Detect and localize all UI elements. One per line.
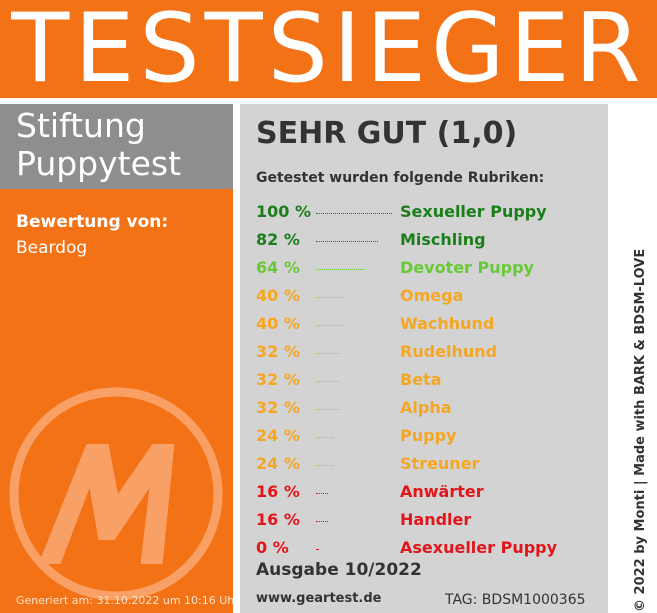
category-row: 0 % Asexueller Puppy — [256, 534, 606, 562]
website-link[interactable]: www.geartest.de — [256, 591, 382, 606]
category-percent: 0 % — [256, 538, 289, 557]
category-percent: 32 % — [256, 342, 300, 361]
category-row: 82 % Mischling — [256, 226, 606, 254]
category-percent: 100 % — [256, 202, 311, 221]
category-dotted-bar — [316, 549, 318, 550]
category-percent: 24 % — [256, 454, 300, 473]
category-dotted-bar — [316, 409, 340, 410]
categories-intro: Getestet wurden folgende Rubriken: — [256, 170, 545, 186]
category-dotted-bar — [316, 241, 378, 242]
testsieger-banner: TESTSIEGER — [0, 0, 657, 104]
left-column: Stiftung Puppytest Bewertung von: Beardo… — [0, 104, 233, 613]
category-row: 24 % Puppy — [256, 422, 606, 450]
category-name: Handler — [400, 510, 472, 529]
category-name: Anwärter — [400, 482, 484, 501]
rating-value: Beardog — [16, 238, 88, 258]
category-percent: 32 % — [256, 398, 300, 417]
category-dotted-bar — [316, 465, 334, 466]
category-name: Devoter Puppy — [400, 258, 534, 277]
category-percent: 40 % — [256, 286, 300, 305]
category-name: Asexueller Puppy — [400, 538, 558, 557]
category-row: 64 % Devoter Puppy — [256, 254, 606, 282]
category-row: 32 % Beta — [256, 366, 606, 394]
category-percent: 16 % — [256, 482, 300, 501]
category-list: 100 % Sexueller Puppy 82 % Mischling 64 % Dev… — [256, 198, 606, 562]
category-percent: 64 % — [256, 258, 300, 277]
category-row: 16 % Anwärter — [256, 478, 606, 506]
generated-timestamp: Generiert am: 31.10.2022 um 10:16 Uhr — [16, 594, 233, 607]
category-name: Streuner — [400, 454, 480, 473]
category-dotted-bar — [316, 437, 334, 438]
category-name: Omega — [400, 286, 464, 305]
category-name: Alpha — [400, 398, 452, 417]
results-panel: SEHR GUT (1,0) Getestet wurden folgende … — [240, 104, 608, 613]
category-dotted-bar — [316, 521, 328, 522]
organization-line-2: Puppytest — [16, 144, 182, 183]
category-percent: 16 % — [256, 510, 300, 529]
category-dotted-bar — [316, 353, 340, 354]
tag-id: TAG: BDSM1000365 — [445, 592, 586, 608]
category-row: 16 % Handler — [256, 506, 606, 534]
grade-heading: SEHR GUT (1,0) — [256, 116, 518, 151]
issue-label: Ausgabe 10/2022 — [256, 560, 422, 580]
monti-m-logo-icon — [9, 387, 223, 601]
banner-title: TESTSIEGER — [11, 0, 646, 104]
category-row: 40 % Omega — [256, 282, 606, 310]
category-row: 32 % Rudelhund — [256, 338, 606, 366]
category-name: Beta — [400, 370, 442, 389]
category-name: Mischling — [400, 230, 486, 249]
category-dotted-bar — [316, 213, 392, 214]
category-name: Rudelhund — [400, 342, 498, 361]
category-percent: 32 % — [256, 370, 300, 389]
category-name: Puppy — [400, 426, 457, 445]
category-dotted-bar — [316, 297, 346, 298]
category-row: 40 % Wachhund — [256, 310, 606, 338]
rating-label: Bewertung von: — [16, 212, 169, 232]
category-name: Sexueller Puppy — [400, 202, 547, 221]
category-percent: 24 % — [256, 426, 300, 445]
category-dotted-bar — [316, 325, 346, 326]
category-row: 24 % Streuner — [256, 450, 606, 478]
category-dotted-bar — [316, 381, 340, 382]
organization-box: Stiftung Puppytest — [0, 104, 233, 189]
category-percent: 40 % — [256, 314, 300, 333]
category-row: 100 % Sexueller Puppy — [256, 198, 606, 226]
category-percent: 82 % — [256, 230, 300, 249]
category-row: 32 % Alpha — [256, 394, 606, 422]
organization-line-1: Stiftung — [16, 106, 146, 145]
category-dotted-bar — [316, 493, 328, 494]
category-name: Wachhund — [400, 314, 495, 333]
category-dotted-bar — [316, 269, 365, 270]
vertical-credit: © 2022 by Monti | Made with BARK & BDSM-… — [633, 248, 648, 612]
